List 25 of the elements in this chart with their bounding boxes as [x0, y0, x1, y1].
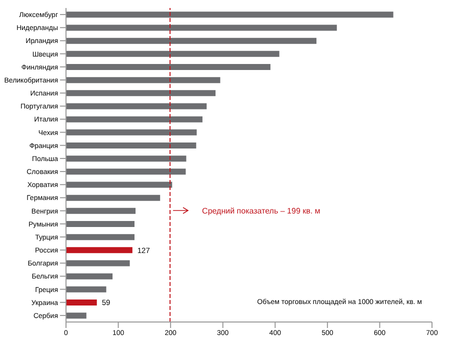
bar — [66, 182, 172, 188]
bar — [66, 142, 196, 148]
bar — [66, 129, 197, 136]
bar — [66, 12, 394, 18]
bar — [66, 168, 186, 175]
bar — [66, 38, 316, 44]
bar — [66, 286, 106, 292]
bar — [66, 90, 216, 96]
bar — [66, 156, 186, 162]
bar — [66, 220, 134, 227]
bar — [66, 103, 207, 110]
bar — [66, 50, 280, 57]
bar — [66, 260, 130, 266]
bar — [66, 312, 86, 319]
bar — [66, 234, 134, 240]
bar — [66, 208, 136, 214]
bar — [66, 64, 270, 70]
bar — [66, 24, 337, 31]
bar — [66, 247, 132, 254]
bar — [66, 273, 113, 280]
bar — [66, 77, 220, 84]
bar — [66, 116, 202, 122]
bar — [66, 194, 160, 201]
ref-line-label: Средний показатель – 199 кв. м — [202, 206, 320, 216]
bar — [66, 299, 97, 306]
